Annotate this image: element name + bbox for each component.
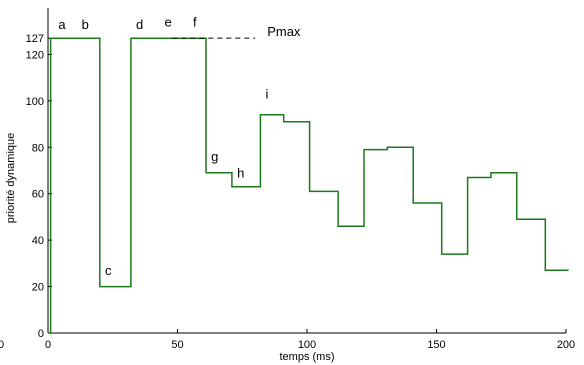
- y-tick-label: 40: [32, 235, 44, 247]
- y-axis-label: priorité dynamique: [5, 133, 17, 224]
- left-edge-label: 0: [0, 339, 4, 351]
- annotation-g: g: [211, 149, 218, 164]
- y-tick-label: 60: [32, 189, 44, 201]
- annotation-i: i: [266, 87, 269, 102]
- y-tick-label: 100: [26, 96, 44, 108]
- y-tick-label: 120: [26, 49, 44, 61]
- x-tick-label: 150: [427, 339, 445, 351]
- x-axis-label: temps (ms): [280, 351, 335, 363]
- y-tick-label: 20: [32, 282, 44, 294]
- axes: 0 50 100 150 200 0 20 40 60 80 100 120 127: [26, 8, 575, 351]
- annotation-e: e: [165, 15, 172, 30]
- y-tick-label: 127: [26, 33, 44, 45]
- plot-area: Pmax a b c d e f g h i: [48, 15, 569, 334]
- x-tick-label: 100: [298, 339, 316, 351]
- y-tick-label: 80: [32, 142, 44, 154]
- x-tick-label: 0: [45, 339, 51, 351]
- priority-series-line: [48, 37, 569, 334]
- annotation-b: b: [82, 17, 89, 32]
- y-tick-label: 0: [38, 328, 44, 340]
- annotation-d: d: [136, 17, 143, 32]
- annotation-h: h: [237, 165, 244, 180]
- annotation-f: f: [193, 15, 197, 30]
- annotation-c: c: [105, 263, 112, 278]
- annotation-a: a: [58, 17, 66, 32]
- x-tick-label: 200: [557, 339, 575, 351]
- x-tick-label: 50: [171, 339, 183, 351]
- pmax-label: Pmax: [267, 24, 301, 39]
